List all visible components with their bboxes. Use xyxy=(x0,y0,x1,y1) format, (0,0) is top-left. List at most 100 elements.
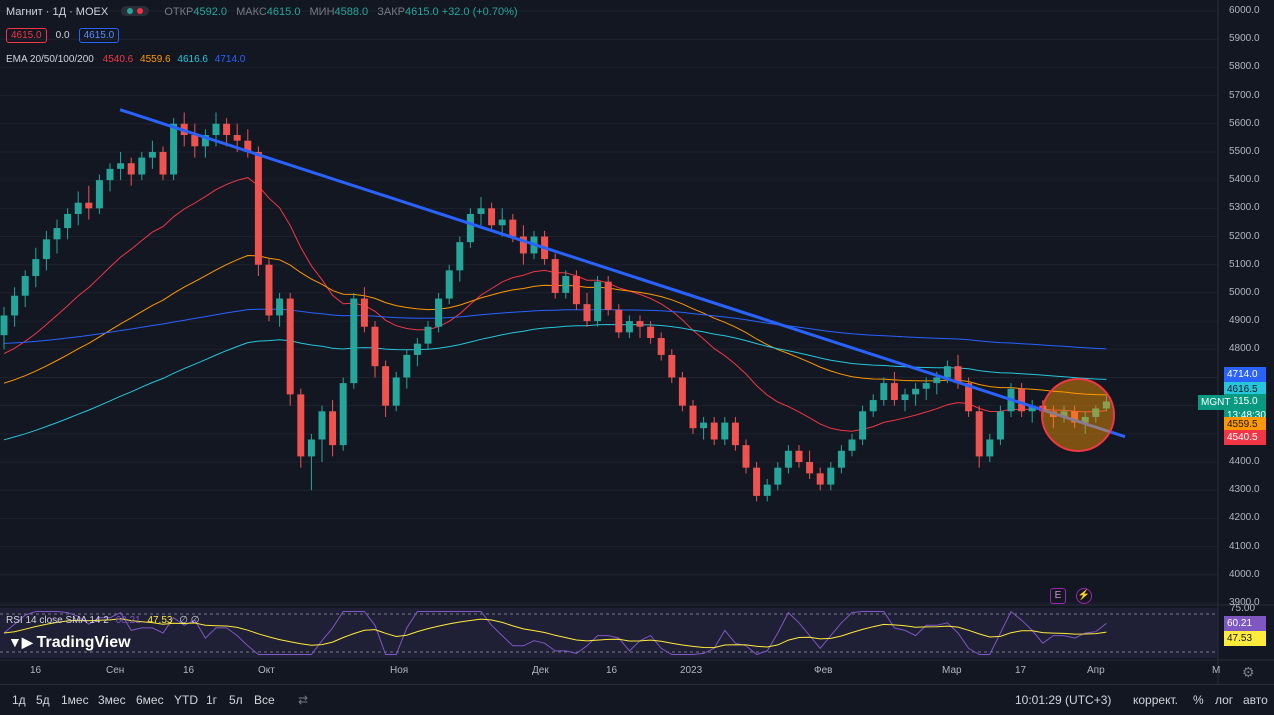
timeframe-1m[interactable]: 1мес xyxy=(61,693,89,707)
gear-icon[interactable]: ⚙ xyxy=(1242,664,1255,680)
candle-body xyxy=(848,439,856,451)
candle-body xyxy=(615,309,623,333)
candle-body xyxy=(212,123,220,136)
auto-toggle[interactable]: авто xyxy=(1243,693,1268,707)
time-tick-label: 16 xyxy=(30,665,42,676)
price-tick-label: 4400.0 xyxy=(1229,456,1260,468)
timeframe-3m[interactable]: 3мес xyxy=(98,693,126,707)
price-tick-label: 5000.0 xyxy=(1229,286,1260,298)
buy-button[interactable]: 4615.0 xyxy=(78,28,120,43)
symbol-legend: Магнит · 1Д · MOEX ОТКР4592.0 МАКС4615.0… xyxy=(6,6,518,18)
symbol-tag: MGNT xyxy=(1198,395,1234,410)
timeframe-6m[interactable]: 6мес xyxy=(136,693,164,707)
timeframe-1y[interactable]: 1г xyxy=(206,693,218,707)
candle-body xyxy=(223,123,231,136)
bottom-toolbar: 1д 5д 1мес 3мес 6мес YTD 1г 5л Все ⇄ 10:… xyxy=(0,684,1274,715)
highlight-circle[interactable] xyxy=(1041,378,1115,452)
price-tag: 4616.5 xyxy=(1224,381,1266,397)
candle-body xyxy=(339,383,347,446)
timeframe-1d[interactable]: 1д xyxy=(12,693,26,707)
candle-body xyxy=(551,259,559,293)
price-tick-label: 5100.0 xyxy=(1229,258,1260,270)
rsi-value: 60.21 xyxy=(115,615,141,626)
candle-body xyxy=(806,462,814,474)
time-tick-label: 16 xyxy=(183,665,195,676)
candle-body xyxy=(890,383,898,401)
price-chart[interactable] xyxy=(0,0,1274,684)
candle-body xyxy=(138,157,146,175)
ema-line-200 xyxy=(3,308,1107,350)
legend-dots[interactable] xyxy=(121,6,150,16)
candle-body xyxy=(1028,405,1036,412)
candle-body xyxy=(53,228,61,240)
time-tick-label: Апр xyxy=(1087,665,1105,676)
time-tick-label: Дек xyxy=(532,665,549,676)
time-tick-label: 16 xyxy=(606,665,618,676)
rsi-label: RSI 14 close SMA 14 2 xyxy=(6,615,109,626)
candle-body xyxy=(700,422,708,429)
sell-button[interactable]: 4615.0 xyxy=(6,28,47,43)
ema50-value: 4559.6 xyxy=(140,54,171,65)
price-tag: 4714.0 xyxy=(1224,366,1266,382)
candle-body xyxy=(975,411,983,457)
lightning-icon[interactable]: ⚡ xyxy=(1076,588,1092,604)
candle-body xyxy=(668,354,676,378)
timeframe-5y[interactable]: 5л xyxy=(229,693,243,707)
price-tick-label: 4000.0 xyxy=(1229,568,1260,580)
ema-legend[interactable]: EMA 20/50/100/200 4540.6 4559.6 4616.6 4… xyxy=(6,54,245,65)
rsi-legend[interactable]: RSI 14 close SMA 14 2 60.21 47.53 ∅ ∅ xyxy=(6,615,199,626)
price-tick-label: 3900.0 xyxy=(1229,597,1260,608)
candle-body xyxy=(74,202,82,214)
candle-body xyxy=(424,326,432,344)
candle-body xyxy=(1060,411,1068,417)
trendline[interactable] xyxy=(119,108,1126,439)
candle-body xyxy=(127,163,135,175)
candle-body xyxy=(11,295,19,316)
candle-body xyxy=(1071,411,1079,423)
candle-body xyxy=(106,168,114,181)
candle-body xyxy=(371,326,379,367)
candle-body xyxy=(922,383,930,389)
candle-body xyxy=(1018,388,1026,412)
close-value: 4615.0 xyxy=(404,6,439,18)
earnings-badge[interactable]: E xyxy=(1050,588,1066,604)
ema20-value: 4540.6 xyxy=(102,54,134,65)
candle-body xyxy=(859,411,867,440)
candlestick-series xyxy=(0,112,1110,502)
candle-body xyxy=(837,450,845,468)
candle-body xyxy=(689,405,697,429)
log-toggle[interactable]: лог xyxy=(1215,693,1234,707)
time-tick-label: 2023 xyxy=(680,665,703,676)
percent-toggle[interactable]: % xyxy=(1193,693,1204,707)
candle-body xyxy=(392,377,400,406)
candle-body xyxy=(1102,401,1110,409)
price-tick-label: 5200.0 xyxy=(1229,230,1260,242)
candle-body xyxy=(445,270,453,299)
candle-body xyxy=(191,135,199,147)
candle-body xyxy=(159,151,167,175)
clock-time[interactable]: 10:01:29 (UTC+3) xyxy=(1015,693,1112,707)
adjust-toggle[interactable]: коррект. xyxy=(1133,693,1178,707)
compare-icon[interactable]: ⇄ xyxy=(298,693,309,707)
timeframe-5d[interactable]: 5д xyxy=(36,693,50,707)
symbol-title[interactable]: Магнит · 1Д · MOEX xyxy=(6,6,109,18)
tradingview-logo[interactable]: ▼▶ TradingView xyxy=(8,634,131,652)
candle-body xyxy=(763,484,771,496)
rsi-sma-tag: 47.53 xyxy=(1224,631,1266,646)
candle-body xyxy=(95,180,103,209)
price-tag: 4559.5 xyxy=(1224,416,1266,432)
timeframe-ytd[interactable]: YTD xyxy=(174,693,198,707)
candle-body xyxy=(562,275,570,293)
candle-body xyxy=(636,321,644,327)
time-tick-label: Мар xyxy=(942,665,962,676)
candle-body xyxy=(254,151,262,265)
price-tick-label: 4300.0 xyxy=(1229,484,1260,496)
candle-body xyxy=(625,321,633,333)
candle-body xyxy=(594,281,602,322)
candle-body xyxy=(318,411,326,440)
candle-body xyxy=(509,219,517,237)
timeframe-all[interactable]: Все xyxy=(254,693,275,707)
candle-body xyxy=(996,411,1004,440)
candle-body xyxy=(456,242,464,271)
candle-body xyxy=(753,467,761,496)
